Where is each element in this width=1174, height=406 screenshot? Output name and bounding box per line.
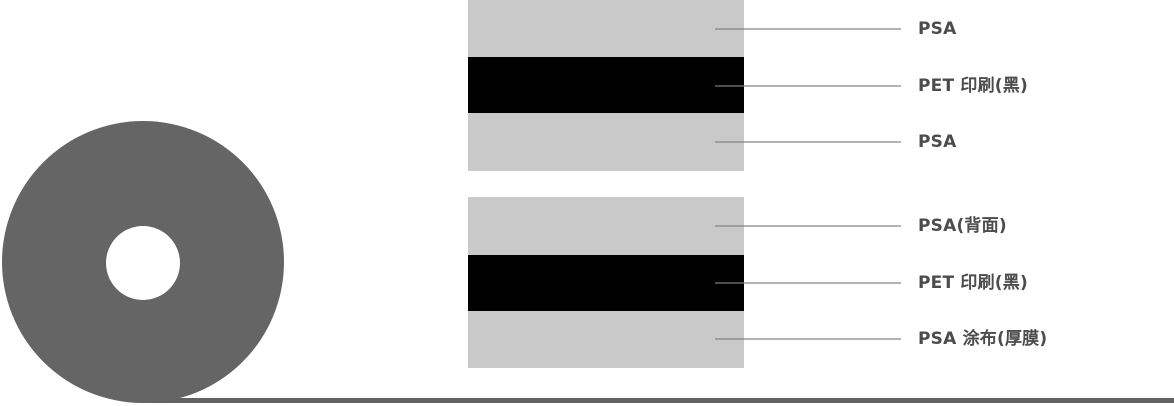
leader-line	[715, 338, 901, 340]
layer-pet-print-bottom	[468, 255, 744, 311]
layer-psa-thick-coating	[468, 311, 744, 368]
layer-label: PET 印刷(黑)	[918, 273, 1028, 293]
layer-stack-top	[468, 0, 744, 171]
leader-line	[715, 225, 901, 227]
leader-line	[715, 141, 901, 143]
layer-psa-top	[468, 0, 744, 57]
layer-label: PSA	[918, 132, 957, 152]
layer-psa-backside	[468, 197, 744, 255]
layer-label: PSA	[918, 19, 957, 39]
layer-psa-bottom	[468, 113, 744, 171]
layer-pet-print-top	[468, 57, 744, 113]
layer-label: PSA 涂布(厚膜)	[918, 329, 1048, 349]
tape-roll-core-hole	[106, 226, 180, 300]
tape-roll-icon	[2, 121, 284, 403]
layer-label: PET 印刷(黑)	[918, 76, 1028, 96]
leader-line	[715, 85, 901, 87]
leader-line	[715, 282, 901, 284]
layer-stack-bottom	[468, 197, 744, 368]
layer-label: PSA(背面)	[918, 216, 1007, 236]
leader-line	[715, 28, 901, 30]
tape-web-line	[140, 398, 1174, 403]
